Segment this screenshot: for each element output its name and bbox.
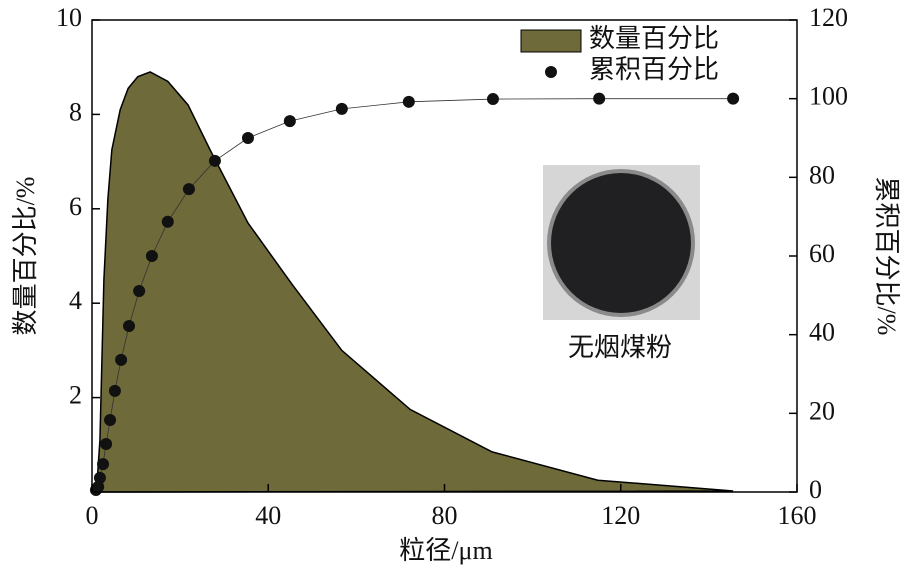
point	[727, 92, 740, 105]
point	[593, 92, 606, 105]
y2-tick-label: 80	[809, 160, 835, 189]
point	[182, 183, 195, 196]
point	[208, 154, 221, 167]
x-tick-label: 120	[601, 501, 640, 530]
y-tick-label: 2	[69, 381, 82, 410]
y-tick-label: 10	[56, 3, 82, 32]
x-tick-label: 40	[255, 501, 281, 530]
y2-tick-label: 0	[809, 475, 822, 504]
point	[145, 250, 158, 262]
y2-axis-title: 累积百分比/%	[872, 177, 901, 336]
x-axis-title: 粒径/μm	[399, 536, 492, 565]
y2-tick-label: 60	[809, 239, 835, 268]
point	[123, 320, 136, 333]
point	[104, 414, 117, 427]
x-tick-label: 0	[86, 501, 99, 530]
y2-tick-label: 20	[809, 396, 835, 425]
inset-photo	[543, 165, 700, 320]
y2-tick-label: 40	[809, 318, 835, 347]
point	[97, 458, 110, 471]
y2-tick-label: 120	[809, 3, 848, 32]
point	[335, 102, 348, 115]
y-tick-label: 8	[69, 97, 82, 126]
y-axis-title: 数量百分比/%	[11, 177, 40, 336]
legend-label: 数量百分比	[589, 24, 719, 53]
point	[92, 480, 105, 493]
x-tick-label: 160	[778, 501, 817, 530]
y2-tick-label: 100	[809, 82, 848, 111]
point	[100, 438, 113, 451]
coal-powder	[551, 173, 691, 313]
annotation: 无烟煤粉	[568, 333, 672, 362]
point	[161, 215, 174, 228]
point	[93, 471, 106, 484]
legend-label: 累积百分比	[589, 55, 719, 84]
area	[95, 71, 734, 493]
y-tick-label: 6	[69, 192, 82, 221]
x-tick-label: 80	[432, 501, 458, 530]
point	[402, 95, 415, 108]
point	[486, 93, 499, 106]
point	[108, 384, 121, 397]
point	[241, 132, 254, 144]
point	[115, 353, 128, 366]
legend-swatch	[545, 66, 557, 78]
legend-swatch	[520, 29, 582, 53]
point	[133, 285, 146, 298]
y-tick-label: 4	[69, 286, 82, 315]
point	[283, 115, 296, 128]
